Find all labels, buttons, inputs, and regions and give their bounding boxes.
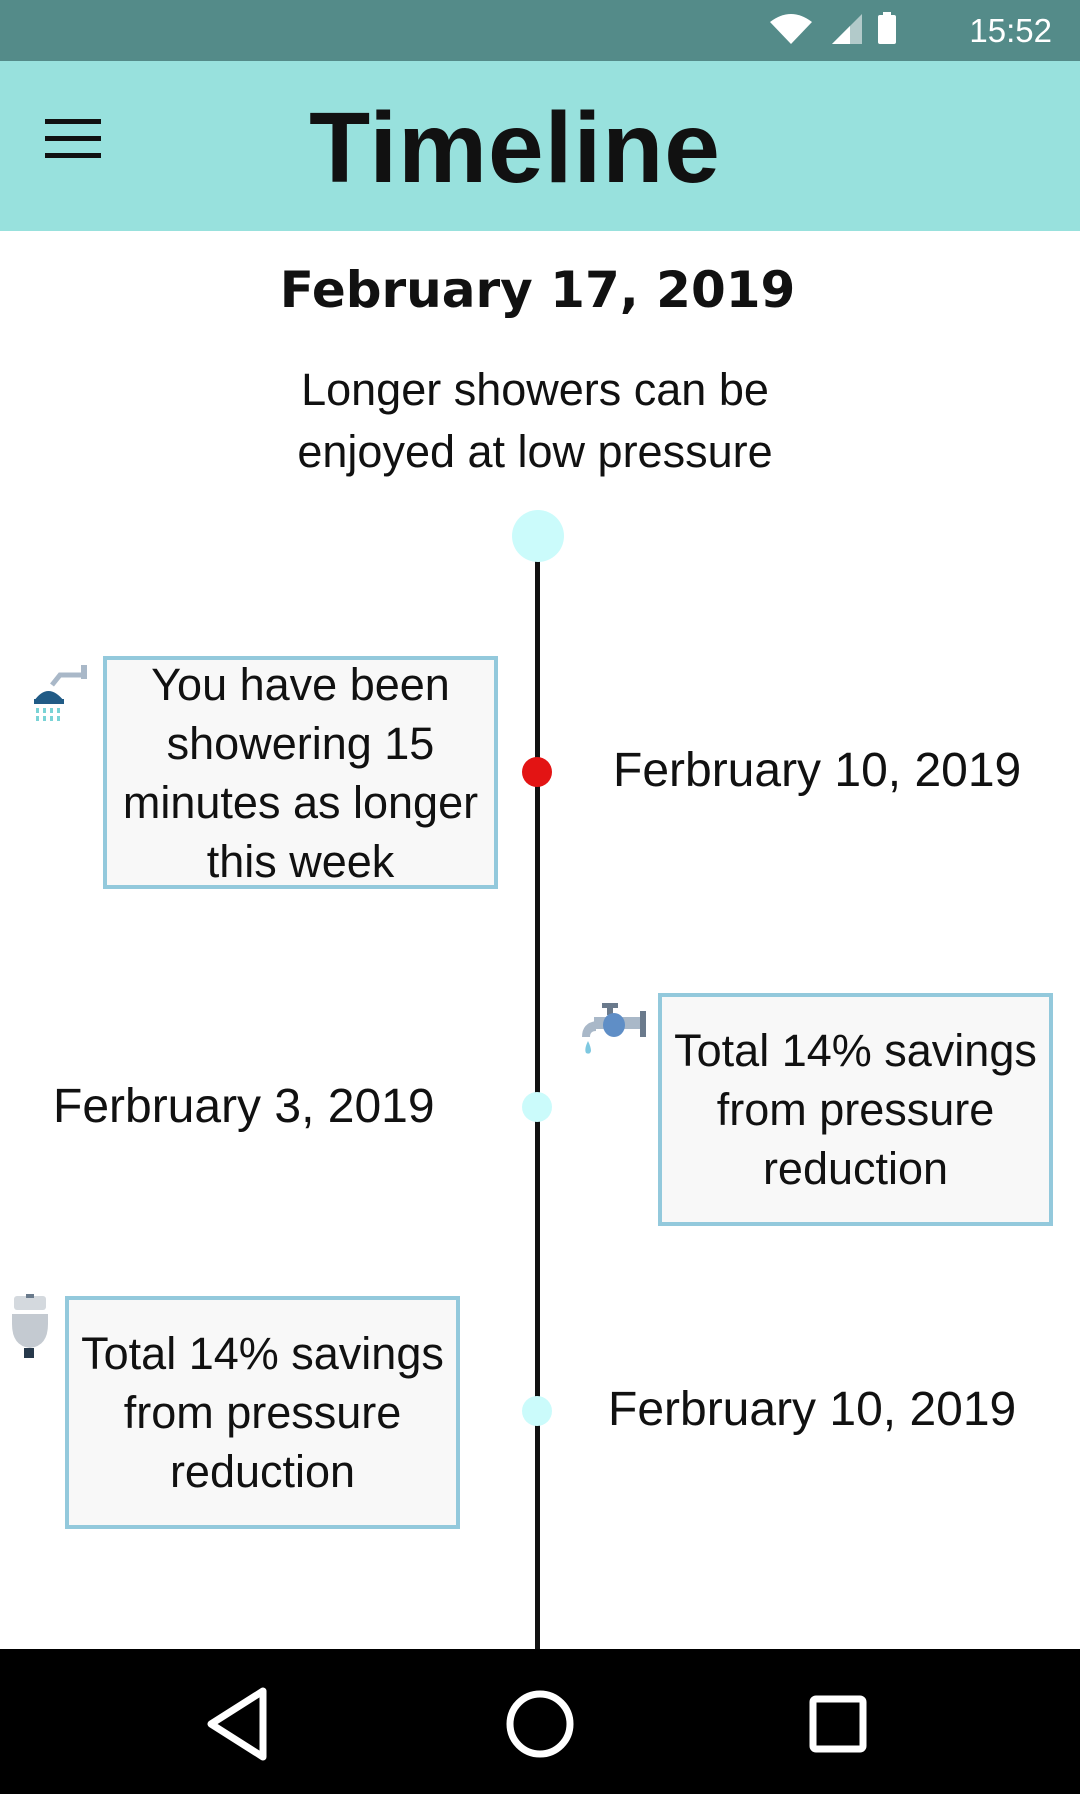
battery-icon [878, 12, 896, 44]
wifi-icon [770, 14, 812, 44]
timeline-card-text: You have been showering 15 minutes as lo… [122, 658, 479, 887]
timeline-content[interactable]: February 17, 2019 Longer showers can be … [0, 231, 1080, 1649]
back-icon[interactable] [193, 1679, 283, 1769]
timeline-dot [522, 1092, 552, 1122]
timeline-card[interactable]: Total 14% savings from pressure reductio… [65, 1296, 460, 1529]
status-icons [770, 12, 896, 44]
timeline-dot [522, 1396, 552, 1426]
timeline-card-text: Total 14% savings from pressure reductio… [674, 1025, 1037, 1194]
home-icon[interactable] [495, 1679, 585, 1769]
timeline-card[interactable]: Total 14% savings from pressure reductio… [658, 993, 1053, 1226]
status-bar: 15:52 [0, 0, 1080, 61]
timeline-start-dot [512, 510, 564, 562]
timeline-dot [522, 757, 552, 787]
header-message: Longer showers can be enjoyed at low pre… [297, 364, 773, 477]
timeline-date: Ferbruary 3, 2019 [53, 1080, 435, 1133]
toilet-icon [12, 1294, 48, 1358]
recents-icon[interactable] [793, 1679, 883, 1769]
faucet-icon [582, 1003, 646, 1054]
signal-icon [832, 14, 862, 44]
timeline-card-text: Total 14% savings from pressure reductio… [81, 1328, 444, 1497]
hamburger-menu-icon[interactable] [38, 107, 108, 177]
timeline-date: Ferbruary 10, 2019 [613, 744, 1022, 797]
app-bar: Timeline [0, 61, 1080, 231]
timeline-date: Ferbruary 10, 2019 [608, 1383, 1017, 1436]
header-date: February 17, 2019 [279, 261, 796, 319]
status-time: 15:52 [969, 12, 1052, 49]
shower-icon [34, 665, 87, 721]
timeline-card[interactable]: You have been showering 15 minutes as lo… [103, 656, 498, 889]
navigation-bar [0, 1649, 1080, 1794]
page-title: Timeline [309, 92, 721, 204]
